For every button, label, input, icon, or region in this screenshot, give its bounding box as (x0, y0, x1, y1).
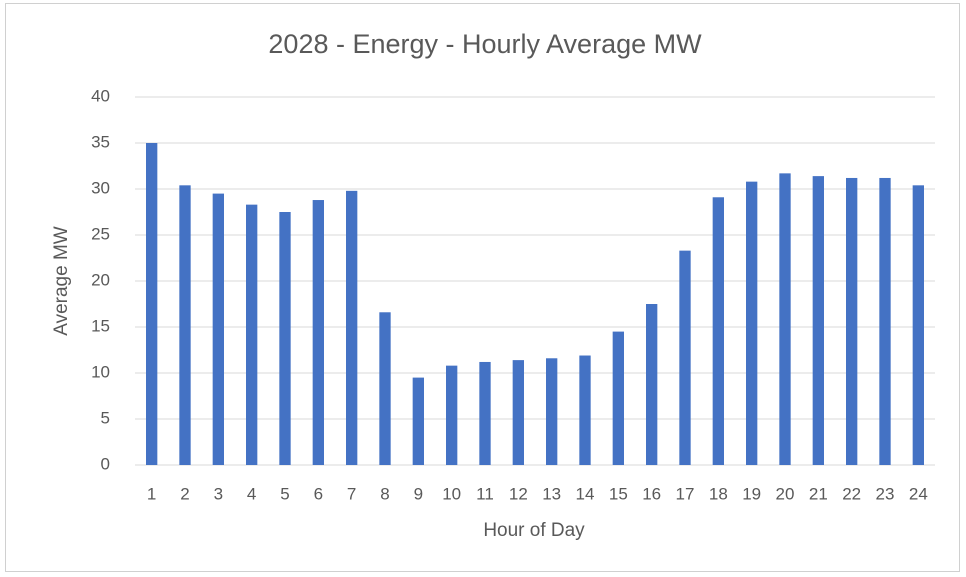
x-tick-label: 5 (280, 484, 289, 503)
x-tick-label: 19 (742, 484, 761, 503)
bar (312, 200, 324, 466)
bar (212, 193, 224, 465)
y-tick-label: 0 (101, 454, 110, 473)
chart-border (5, 3, 960, 572)
x-tick-label: 16 (642, 484, 661, 503)
bar (146, 143, 158, 465)
x-tick-label: 1 (147, 484, 156, 503)
bar (779, 173, 791, 466)
chart-title: 2028 - Energy - Hourly Average MW (268, 29, 702, 59)
x-tick-label: 24 (909, 484, 928, 503)
x-tick-label: 12 (509, 484, 528, 503)
bar (846, 177, 858, 465)
x-tick-label: 21 (809, 484, 828, 503)
x-tick-label: 11 (476, 484, 494, 503)
bar (746, 181, 758, 465)
x-tick-label: 3 (214, 484, 223, 503)
x-tick-label: 8 (380, 484, 389, 503)
y-tick-label: 25 (91, 224, 110, 243)
y-tick-label: 10 (91, 362, 110, 381)
x-tick-label: 13 (542, 484, 561, 503)
bar (446, 365, 458, 465)
bar (179, 185, 191, 465)
bar (479, 361, 491, 465)
y-tick-label: 5 (101, 408, 110, 427)
bar (712, 197, 724, 465)
x-tick-label: 17 (676, 484, 695, 503)
bar (412, 377, 424, 465)
bar (879, 177, 891, 465)
bar (546, 358, 558, 465)
x-tick-label: 9 (414, 484, 423, 503)
bar (512, 360, 524, 465)
bar (379, 312, 391, 465)
bar (246, 204, 258, 465)
bar (279, 212, 291, 465)
y-tick-label: 30 (91, 178, 110, 197)
x-tick-label: 2 (180, 484, 189, 503)
y-tick-label: 35 (91, 132, 110, 151)
bar (612, 331, 624, 465)
x-tick-label: 22 (842, 484, 861, 503)
x-tick-label: 15 (609, 484, 628, 503)
x-tick-label: 20 (776, 484, 795, 503)
x-axis-title: Hour of Day (483, 520, 585, 541)
y-tick-label: 20 (91, 270, 110, 289)
bar (579, 355, 591, 465)
bar (812, 176, 824, 465)
bar (646, 304, 658, 465)
x-tick-label: 6 (314, 484, 323, 503)
bar (346, 190, 358, 465)
x-tick-label: 7 (347, 484, 356, 503)
y-axis-title: Average MW (51, 226, 72, 336)
bar (912, 185, 924, 465)
x-tick-label: 14 (576, 484, 595, 503)
x-tick-label: 23 (876, 484, 895, 503)
y-tick-label: 40 (91, 86, 110, 105)
x-tick-label: 4 (247, 484, 256, 503)
x-tick-label: 10 (442, 484, 461, 503)
x-tick-label: 18 (709, 484, 728, 503)
bar (679, 250, 691, 465)
y-tick-label: 15 (91, 316, 110, 335)
